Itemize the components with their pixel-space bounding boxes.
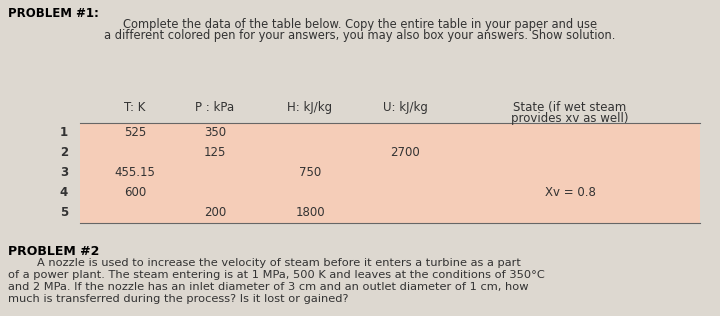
Bar: [80, 143, 700, 163]
Text: PROBLEM #2: PROBLEM #2: [8, 245, 99, 258]
Text: 3: 3: [60, 167, 68, 179]
Text: 5: 5: [60, 206, 68, 220]
Text: Complete the data of the table below. Copy the entire table in your paper and us: Complete the data of the table below. Co…: [123, 18, 597, 31]
Text: 350: 350: [204, 126, 226, 139]
Text: T: K: T: K: [125, 101, 145, 114]
Text: 750: 750: [299, 167, 321, 179]
Text: U: kJ/kg: U: kJ/kg: [382, 101, 428, 114]
Text: 2700: 2700: [390, 147, 420, 160]
Text: 200: 200: [204, 206, 226, 220]
Bar: [80, 183, 700, 203]
Text: of a power plant. The steam entering is at 1 MPa, 500 K and leaves at the condit: of a power plant. The steam entering is …: [8, 270, 545, 280]
Bar: [80, 163, 700, 183]
Text: 2: 2: [60, 147, 68, 160]
Text: H: kJ/kg: H: kJ/kg: [287, 101, 333, 114]
Text: PROBLEM #1:: PROBLEM #1:: [8, 7, 99, 20]
Text: 1: 1: [60, 126, 68, 139]
Text: 455.15: 455.15: [114, 167, 156, 179]
Text: P : kPa: P : kPa: [195, 101, 235, 114]
Text: 525: 525: [124, 126, 146, 139]
Bar: [80, 123, 700, 143]
Text: Xv = 0.8: Xv = 0.8: [544, 186, 595, 199]
Text: 600: 600: [124, 186, 146, 199]
Text: 125: 125: [204, 147, 226, 160]
Text: much is transferred during the process? Is it lost or gained?: much is transferred during the process? …: [8, 294, 348, 304]
Text: provides xv as well): provides xv as well): [511, 112, 629, 125]
Text: 1800: 1800: [295, 206, 325, 220]
Text: and 2 MPa. If the nozzle has an inlet diameter of 3 cm and an outlet diameter of: and 2 MPa. If the nozzle has an inlet di…: [8, 282, 528, 292]
Text: 4: 4: [60, 186, 68, 199]
Text: a different colored pen for your answers, you may also box your answers. Show so: a different colored pen for your answers…: [104, 29, 616, 42]
Bar: [80, 203, 700, 223]
Text: State (if wet steam: State (if wet steam: [513, 101, 626, 114]
Text: A nozzle is used to increase the velocity of steam before it enters a turbine as: A nozzle is used to increase the velocit…: [8, 258, 521, 268]
